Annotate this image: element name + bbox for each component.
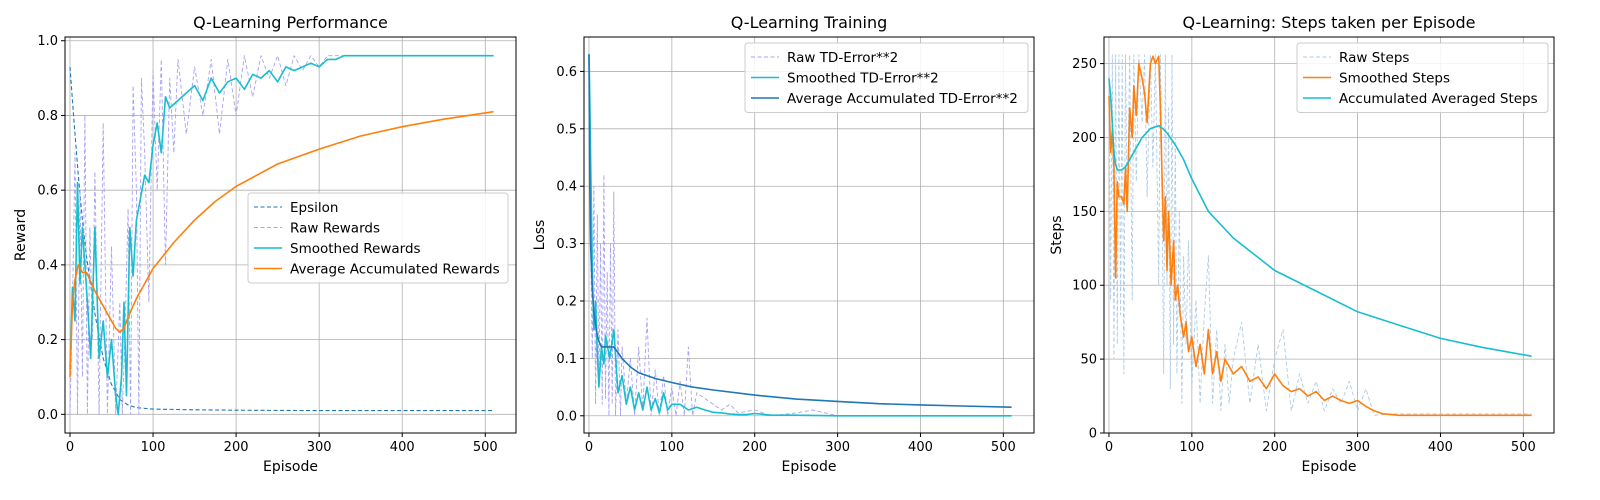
axes-frame xyxy=(583,36,1035,434)
y-tick-label: 0.3 xyxy=(556,237,577,252)
series-line-average-accumulated-rewards xyxy=(69,110,494,378)
x-tick-label: 300 xyxy=(1345,440,1370,455)
legend-box xyxy=(247,192,509,284)
series-line-smoothed-steps xyxy=(1108,55,1532,417)
x-tick-label: 400 xyxy=(390,440,415,455)
y-tick-label: 200 xyxy=(1072,131,1097,146)
y-tick-label: 0.0 xyxy=(556,409,577,424)
chart-title: Q-Learning Performance xyxy=(193,13,388,32)
x-tick-label: 300 xyxy=(307,440,332,455)
x-tick-label: 0 xyxy=(585,440,593,455)
legend-label: Accumulated Averaged Steps xyxy=(1339,91,1538,107)
x-axis-label: Episode xyxy=(263,459,318,475)
legend: Raw Steps Smoothed Steps Accumulated Avera… xyxy=(1296,42,1549,113)
x-tick-label: 100 xyxy=(1179,440,1204,455)
y-axis-label: Loss xyxy=(532,220,548,251)
x-tick-label: 200 xyxy=(224,440,249,455)
y-tick-label: 0.0 xyxy=(37,408,58,423)
x-tick-label: 300 xyxy=(825,440,850,455)
x-axis-label: Episode xyxy=(782,459,837,475)
y-tick-label: 150 xyxy=(1072,205,1097,220)
x-axis-label: Episode xyxy=(1302,459,1357,475)
legend-label: Smoothed Rewards xyxy=(290,241,421,257)
x-tick-label: 500 xyxy=(473,440,498,455)
y-tick-label: 100 xyxy=(1072,279,1097,294)
chart-panel-1: 0 100 200 300 400 500 0.0 0.2 0.4 0.6 0.8 1.0 Q-Lear… xyxy=(13,13,517,475)
legend-label: Smoothed TD-Error**2 xyxy=(787,71,939,87)
legend-label: Epsilon xyxy=(290,200,338,216)
legend-box xyxy=(744,42,1029,113)
y-tick-label: 0.2 xyxy=(37,333,58,348)
series-line-smoothed-rewards xyxy=(69,54,494,416)
x-tick-label: 200 xyxy=(742,440,767,455)
y-tick-label: 0.6 xyxy=(37,184,58,199)
y-tick-label: 0 xyxy=(1089,427,1097,442)
chart-panel-2: 0 100 200 300 400 500 0.0 0.1 0.2 0.3 0.4 0.5 0.6 Q-L… xyxy=(532,13,1035,475)
chart-title: Q-Learning: Steps taken per Episode xyxy=(1183,13,1476,32)
legend-label: Smoothed Steps xyxy=(1339,71,1450,87)
series-line-raw-steps xyxy=(1108,54,1532,416)
x-tick-label: 400 xyxy=(1428,440,1453,455)
y-axis-label: Reward xyxy=(13,209,29,261)
series-line-raw-td-error-2 xyxy=(588,59,1012,417)
x-tick-label: 500 xyxy=(991,440,1016,455)
y-tick-label: 0.6 xyxy=(556,65,577,80)
x-tick-label: 500 xyxy=(1511,440,1536,455)
y-tick-label: 50 xyxy=(1080,353,1097,368)
legend: Epsilon Raw Rewards Smoothed Rewards Averag… xyxy=(247,192,509,284)
y-axis-label: Steps xyxy=(1049,215,1065,254)
y-tick-label: 250 xyxy=(1072,57,1097,72)
y-tick-label: 0.4 xyxy=(37,258,58,273)
axes-frame xyxy=(64,36,517,434)
y-tick-label: 1.0 xyxy=(37,34,58,49)
series-line-average-accumulated-td-error-2 xyxy=(588,54,1012,408)
legend-label: Average Accumulated Rewards xyxy=(290,262,500,278)
x-tick-label: 100 xyxy=(141,440,166,455)
axes-frame xyxy=(1103,36,1555,434)
x-tick-label: 100 xyxy=(659,440,684,455)
y-tick-label: 0.2 xyxy=(556,295,577,310)
y-tick-label: 0.5 xyxy=(556,122,577,137)
chart-title: Q-Learning Training xyxy=(731,13,888,32)
chart-panel-3: 0 100 200 300 400 500 0 50 100 150 200 250 Q-Learnin… xyxy=(1049,13,1555,475)
y-tick-label: 0.4 xyxy=(556,180,577,195)
legend-label: Raw Rewards xyxy=(290,221,380,237)
legend-label: Raw Steps xyxy=(1339,50,1409,66)
series-line-accumulated-averaged-steps xyxy=(1108,78,1532,357)
x-tick-label: 200 xyxy=(1262,440,1287,455)
x-tick-label: 400 xyxy=(908,440,933,455)
legend-label: Raw TD-Error**2 xyxy=(787,50,898,66)
x-tick-label: 0 xyxy=(1105,440,1113,455)
y-tick-label: 0.8 xyxy=(37,109,58,124)
y-tick-label: 0.1 xyxy=(556,352,577,367)
legend-box xyxy=(1296,42,1549,113)
legend: Raw TD-Error**2 Smoothed TD-Error**2 Avera… xyxy=(744,42,1029,113)
legend-label: Average Accumulated TD-Error**2 xyxy=(787,91,1018,107)
x-tick-label: 0 xyxy=(66,440,74,455)
